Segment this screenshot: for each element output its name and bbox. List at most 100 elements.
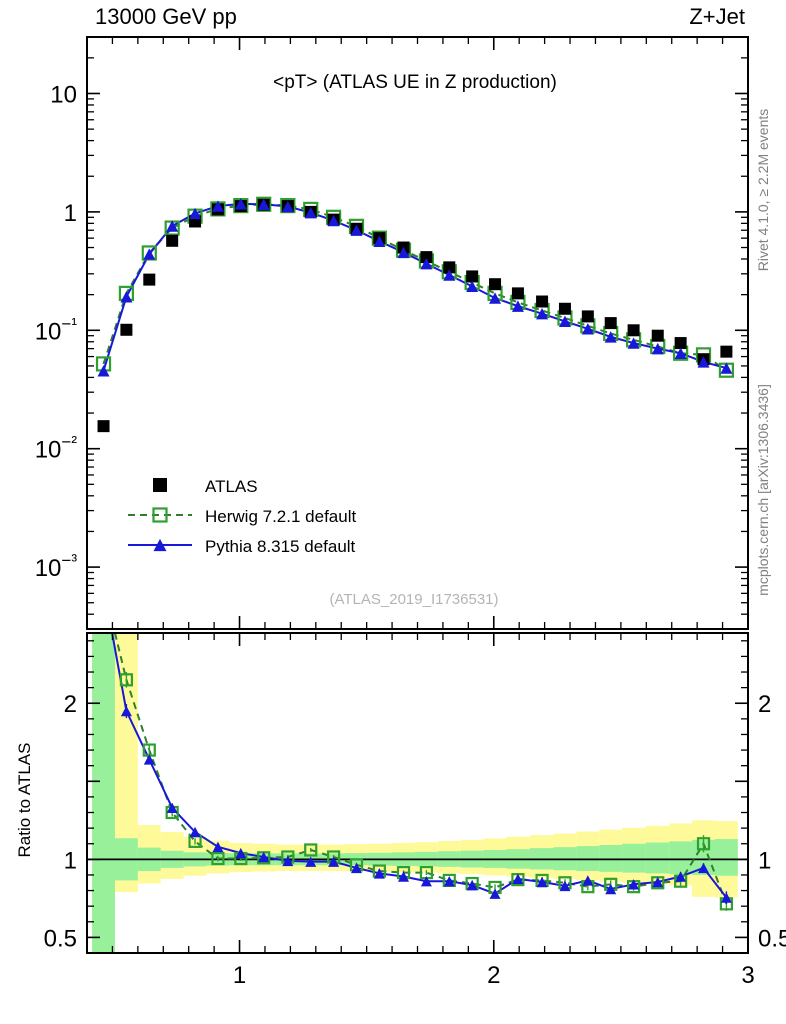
data-marker: [398, 871, 410, 882]
data-marker: [720, 362, 733, 374]
pythia-markers-ratio: [98, 581, 732, 903]
data-marker: [582, 875, 594, 886]
main-y-tick-label: 10: [50, 81, 77, 108]
data-marker: [189, 207, 202, 220]
data-marker: [152, 507, 168, 523]
data-marker: [256, 196, 272, 212]
data-marker: [489, 278, 502, 291]
data-marker: [305, 856, 317, 867]
pythia-markers-main: [97, 198, 733, 377]
atlas-markers-main: [97, 198, 733, 433]
svg-text:10−¹: 10−¹: [35, 314, 78, 345]
data-marker: [166, 802, 178, 814]
data-marker: [143, 754, 155, 765]
band-segment: [669, 841, 693, 875]
data-marker: [373, 868, 385, 879]
data-marker: [420, 875, 432, 887]
data-marker: [350, 224, 363, 236]
data-marker: [166, 220, 179, 232]
data-marker: [489, 888, 501, 899]
legend: ATLAS Herwig 7.2.1 default Pythia 8.315 de…: [128, 477, 356, 556]
data-marker: [466, 879, 478, 891]
data-marker: [674, 347, 687, 359]
data-marker: [328, 856, 340, 867]
data-marker: [627, 324, 640, 337]
ratio-y-tick-label: 1: [64, 847, 77, 874]
herwig-curve-ratio: [113, 633, 728, 905]
data-marker: [304, 206, 317, 219]
data-marker: [511, 287, 524, 300]
legend-label-herwig: Herwig 7.2.1 default: [205, 507, 356, 526]
data-marker: [536, 308, 549, 320]
ratio-y-tick-label: 0.5: [44, 925, 77, 952]
pythia-curve-ratio: [111, 633, 728, 899]
data-marker: [443, 269, 456, 281]
data-marker: [651, 329, 664, 342]
header-process-label: Z+Jet: [689, 4, 745, 29]
main-plot-title: <pT> (ATLAS UE in Z production): [273, 72, 557, 93]
data-marker: [258, 851, 270, 863]
svg-text:10−³: 10−³: [35, 551, 78, 582]
band-segment: [92, 633, 115, 953]
pythia-curve-main: [102, 202, 727, 372]
analysis-id-watermark: (ATLAS_2019_I1736531): [329, 591, 498, 608]
data-marker: [281, 200, 294, 213]
data-marker: [698, 862, 710, 874]
data-marker: [235, 847, 247, 859]
data-marker: [628, 879, 640, 890]
data-marker: [119, 673, 134, 687]
data-marker: [143, 248, 156, 260]
header-beam-label: 13000 GeV pp: [95, 4, 237, 29]
data-marker: [489, 292, 502, 304]
data-marker: [581, 323, 594, 335]
data-marker: [120, 291, 133, 303]
data-marker: [257, 198, 270, 210]
data-marker: [627, 337, 640, 349]
data-marker: [420, 251, 433, 264]
svg-text:1: 1: [64, 200, 77, 227]
data-marker: [153, 538, 167, 552]
data-marker: [304, 843, 318, 857]
ratio-x-tick-label: 2: [487, 962, 500, 989]
data-marker: [558, 302, 571, 315]
data-marker: [166, 234, 179, 247]
data-marker: [559, 880, 571, 892]
data-marker: [604, 317, 617, 330]
main-y-tick-label: 10−³: [35, 551, 78, 582]
data-marker: [558, 315, 571, 328]
data-marker: [674, 337, 687, 350]
ratio-band-outer: [92, 633, 738, 953]
data-marker: [327, 214, 340, 227]
data-marker: [720, 892, 732, 903]
data-marker: [373, 235, 386, 247]
herwig-curve-main: [102, 203, 727, 372]
rivet-version-label: Rivet 4.1.0, ≥ 2.2M events: [755, 109, 771, 272]
legend-label-atlas: ATLAS: [205, 477, 258, 496]
ratio-y-axis-label: Ratio to ATLAS: [15, 743, 34, 858]
data-marker: [350, 862, 362, 874]
data-marker: [652, 876, 664, 888]
data-marker: [675, 871, 687, 882]
main-y-tick-label: 1: [64, 200, 77, 227]
data-marker: [189, 826, 201, 838]
band-segment: [714, 839, 738, 876]
ratio-band-inner: [92, 633, 738, 953]
data-marker: [98, 581, 109, 591]
svg-text:10: 10: [50, 81, 77, 108]
data-marker: [605, 883, 617, 895]
data-marker: [153, 478, 167, 492]
band-segment: [645, 842, 670, 874]
data-marker: [143, 273, 156, 286]
data-marker: [282, 855, 294, 867]
legend-label-pythia: Pythia 8.315 default: [205, 537, 356, 556]
band-segment: [599, 844, 623, 872]
data-marker: [212, 841, 224, 853]
data-marker: [211, 200, 224, 212]
data-marker: [97, 365, 110, 377]
data-marker: [443, 261, 456, 274]
main-panel-frame: [86, 36, 749, 630]
main-y-tick-label: 10−¹: [35, 314, 78, 345]
ratio-y-tick-label: 2: [64, 691, 77, 718]
